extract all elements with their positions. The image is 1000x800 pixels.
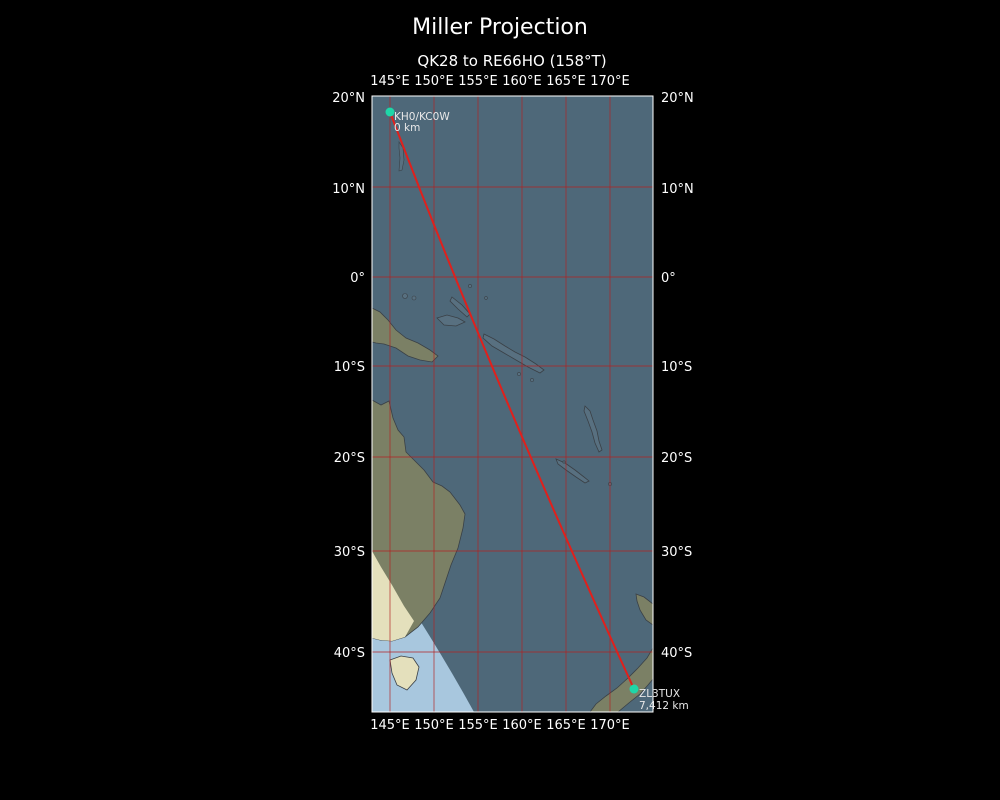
start-station-marker[interactable] xyxy=(385,107,395,117)
land-nz-north-island xyxy=(635,593,653,626)
map-subtitle: QK28 to RE66HO (158°T) xyxy=(417,52,606,70)
figure-title: Miller Projection xyxy=(412,15,588,40)
lat-ticks-left: 20°N 10°N 0° 10°S 20°S 30°S 40°S xyxy=(332,91,365,661)
lon-tick-top: 170°E xyxy=(590,74,630,89)
lon-tick-top: 165°E xyxy=(546,74,586,89)
lon-tick-bottom: 160°E xyxy=(502,718,542,733)
map-area xyxy=(372,96,653,712)
lon-tick-bottom: 150°E xyxy=(414,718,454,733)
land-new-ireland xyxy=(449,296,471,318)
start-station-call: KH0/KC0W xyxy=(394,111,450,123)
lon-ticks-bottom: 145°E 150°E 155°E 160°E 165°E 170°E xyxy=(370,718,630,733)
lat-tick-right: 20°N xyxy=(661,91,694,106)
land-solomon-islands xyxy=(482,333,545,374)
lat-tick-right: 20°S xyxy=(661,451,692,466)
land-new-guinea xyxy=(372,307,439,363)
end-station-distance: 7,412 km xyxy=(639,700,689,712)
great-circle-path xyxy=(389,111,635,690)
lon-ticks-top: 145°E 150°E 155°E 160°E 165°E 170°E xyxy=(370,74,630,89)
land-australia xyxy=(372,399,466,642)
map-frame xyxy=(371,95,654,713)
lat-tick-right: 10°N xyxy=(661,182,694,197)
lat-tick-left: 0° xyxy=(350,271,365,286)
lon-tick-top: 155°E xyxy=(458,74,498,89)
land-new-britain xyxy=(436,314,466,327)
end-station-marker[interactable] xyxy=(629,684,639,694)
lat-tick-left: 10°S xyxy=(334,360,365,375)
land-new-caledonia xyxy=(555,458,590,484)
lon-tick-top: 145°E xyxy=(370,74,410,89)
land-mariana-islands xyxy=(398,141,405,172)
lat-tick-left: 40°S xyxy=(334,646,365,661)
lat-tick-right: 40°S xyxy=(661,646,692,661)
lon-tick-top: 160°E xyxy=(502,74,542,89)
lat-tick-right: 30°S xyxy=(661,545,692,560)
lon-tick-bottom: 165°E xyxy=(546,718,586,733)
lat-tick-left: 10°N xyxy=(332,182,365,197)
end-station-call: ZL3TUX xyxy=(639,688,680,700)
land-vanuatu xyxy=(583,405,603,453)
graticule xyxy=(372,96,653,712)
lat-ticks-right: 20°N 10°N 0° 10°S 20°S 30°S 40°S xyxy=(661,91,694,661)
lon-tick-bottom: 155°E xyxy=(458,718,498,733)
start-station-distance: 0 km xyxy=(394,122,420,134)
lat-tick-left: 30°S xyxy=(334,545,365,560)
land-australia-daylight xyxy=(372,551,414,641)
land-nz-south-island xyxy=(589,647,653,712)
lon-tick-bottom: 170°E xyxy=(590,718,630,733)
lat-tick-left: 20°N xyxy=(332,91,365,106)
lat-tick-left: 20°S xyxy=(334,451,365,466)
lat-tick-right: 10°S xyxy=(661,360,692,375)
lon-tick-bottom: 145°E xyxy=(370,718,410,733)
lat-tick-right: 0° xyxy=(661,271,676,286)
land-tasmania xyxy=(389,655,420,691)
lon-tick-top: 150°E xyxy=(414,74,454,89)
